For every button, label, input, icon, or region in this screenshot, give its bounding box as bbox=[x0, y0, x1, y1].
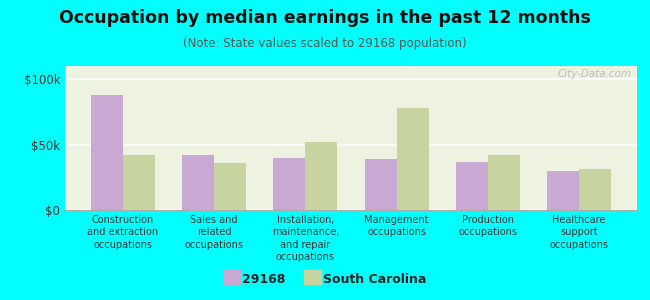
Bar bbox=[274, 158, 305, 210]
Text: (Note: State values scaled to 29168 population): (Note: State values scaled to 29168 popu… bbox=[183, 38, 467, 50]
Text: Occupation by median earnings in the past 12 months: Occupation by median earnings in the pas… bbox=[59, 9, 591, 27]
Legend: 29168, South Carolina: 29168, South Carolina bbox=[218, 268, 432, 291]
Bar bbox=[488, 155, 520, 210]
Bar bbox=[123, 155, 155, 210]
Bar bbox=[396, 108, 428, 210]
Bar bbox=[365, 159, 396, 210]
Bar bbox=[182, 155, 214, 210]
Bar bbox=[579, 169, 611, 210]
Bar bbox=[547, 171, 579, 210]
Text: City-Data.com: City-Data.com bbox=[557, 69, 631, 79]
Bar bbox=[306, 142, 337, 210]
Bar bbox=[456, 162, 488, 210]
Bar bbox=[214, 163, 246, 210]
Bar bbox=[91, 95, 123, 210]
